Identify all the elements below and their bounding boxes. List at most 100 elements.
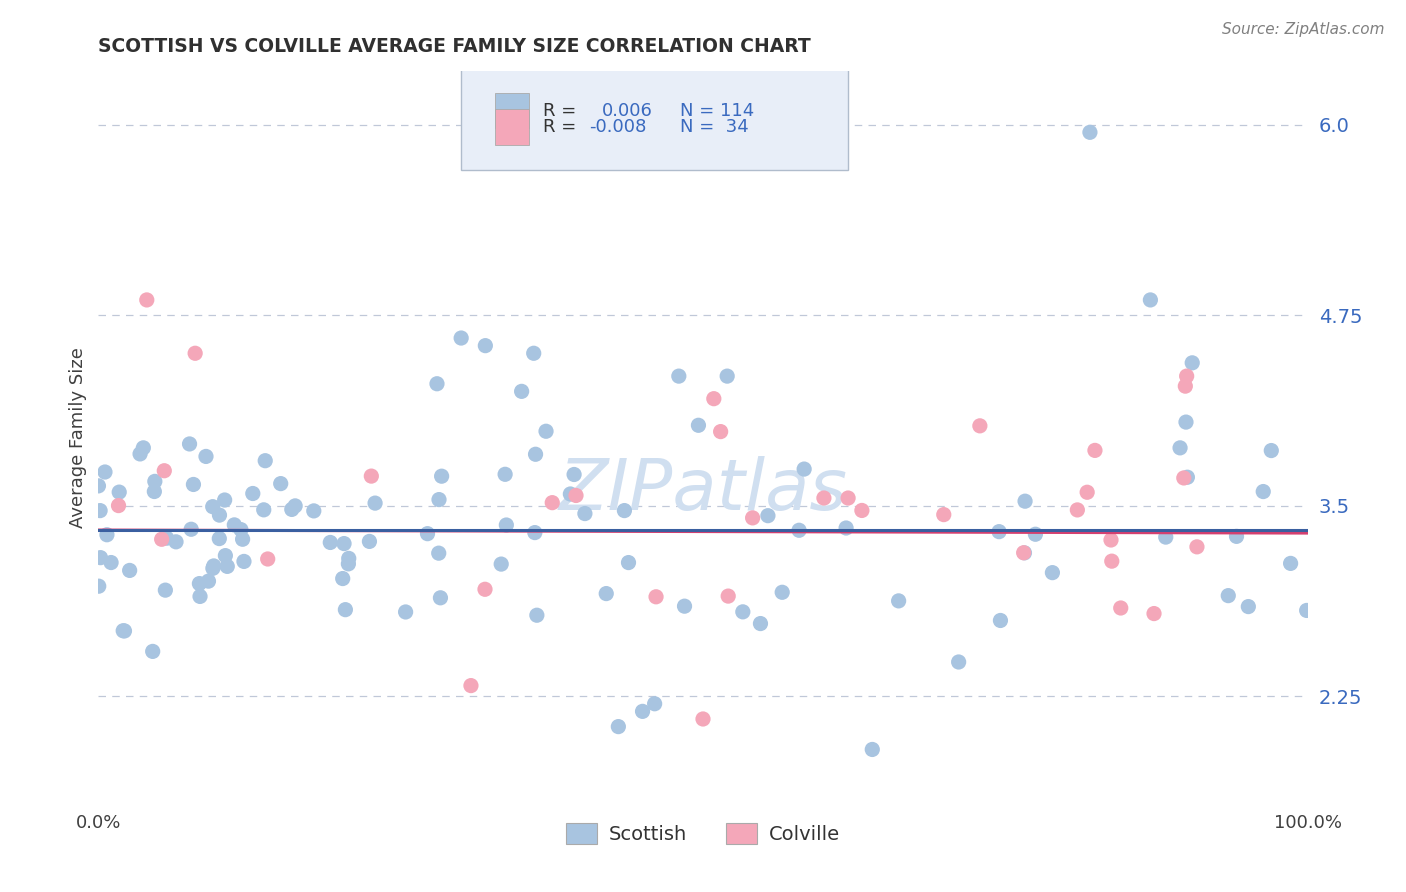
Point [108,485,131,500]
Point [1154,530,1177,544]
Point [364,496,387,510]
Point [233,554,256,568]
Text: 0.006: 0.006 [602,102,652,120]
Point [932,508,955,522]
Point [851,503,873,517]
Point [184,346,207,360]
Point [1014,546,1036,560]
FancyBboxPatch shape [495,94,529,128]
Point [229,523,252,537]
Point [337,551,360,566]
Point [710,425,733,439]
Point [813,491,835,505]
Point [1260,443,1282,458]
Point [281,502,304,516]
Point [565,488,588,502]
Point [153,464,176,478]
Point [394,605,416,619]
Point [1237,599,1260,614]
Point [142,644,165,658]
Point [489,557,512,571]
Point [188,590,211,604]
Point [731,605,754,619]
Point [201,561,224,575]
Point [256,552,278,566]
Legend: Scottish, Colville: Scottish, Colville [558,815,848,852]
Text: N = 114: N = 114 [681,102,754,120]
Point [1185,540,1208,554]
Point [254,453,277,467]
Point [1099,533,1122,547]
Point [427,492,450,507]
Point [302,504,325,518]
Point [787,523,810,537]
Point [427,546,450,560]
Text: Source: ZipAtlas.com: Source: ZipAtlas.com [1222,22,1385,37]
Point [1078,125,1101,139]
Point [197,574,219,588]
Point [214,493,236,508]
Point [1014,494,1036,508]
Point [89,503,111,517]
Point [180,522,202,536]
Point [1012,546,1035,560]
Point [1168,441,1191,455]
Point [333,536,356,550]
Point [523,346,546,360]
Point [1143,607,1166,621]
Point [150,533,173,547]
Point [692,712,714,726]
Point [430,469,453,483]
Point [474,582,496,597]
Point [1225,529,1247,543]
Point [595,586,617,600]
Point [135,293,157,307]
Point [1084,443,1107,458]
Point [335,602,357,616]
Point [749,616,772,631]
Point [1218,589,1240,603]
Point [132,441,155,455]
Point [224,517,246,532]
Point [1251,484,1274,499]
Point [118,563,141,577]
Text: R =: R = [543,118,576,136]
Point [860,742,883,756]
Point [644,697,666,711]
Point [607,720,630,734]
Point [560,487,582,501]
Point [232,533,254,547]
Point [360,469,382,483]
Point [673,599,696,614]
Point [143,475,166,489]
Point [460,679,482,693]
Point [87,579,110,593]
Point [534,424,557,438]
Y-axis label: Average Family Size: Average Family Size [69,347,87,527]
Point [703,392,725,406]
Point [668,369,690,384]
Point [416,526,439,541]
Point [835,521,858,535]
Point [183,477,205,491]
Point [990,614,1012,628]
Point [129,447,152,461]
Text: R =: R = [543,102,576,120]
Point [1101,554,1123,568]
Point [510,384,533,399]
Point [208,532,231,546]
Point [359,534,381,549]
Point [201,500,224,514]
Point [195,450,218,464]
Point [1175,369,1198,384]
Point [524,447,547,461]
Point [887,594,910,608]
Point [100,556,122,570]
Text: -0.008: -0.008 [589,118,647,136]
Point [1181,356,1204,370]
Point [337,557,360,571]
Point [179,437,201,451]
Point [89,550,111,565]
Point [270,476,292,491]
Point [214,549,236,563]
